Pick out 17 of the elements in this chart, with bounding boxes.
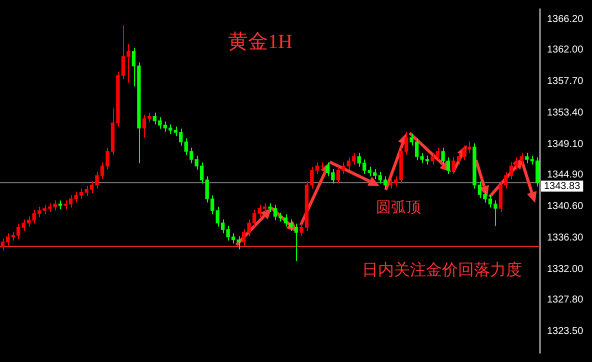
y-tick-label: 1336.30	[547, 232, 584, 244]
candlestick	[520, 152, 524, 166]
ref-line-label: 1343.83	[544, 180, 581, 192]
y-tick-label: 1332.00	[547, 264, 584, 275]
y-tick-label: 1344.90	[547, 170, 584, 181]
y-tick-label: 1323.50	[547, 326, 584, 337]
y-tick-label: 1357.70	[547, 76, 584, 88]
text: 黄金1H	[228, 30, 292, 55]
y-tick-label: 1362.00	[547, 44, 584, 56]
y-tick-label: 1340.60	[547, 200, 584, 212]
candlestick	[525, 152, 529, 164]
y-tick-label: 1349.10	[547, 138, 584, 150]
y-tick-label: 1327.80	[547, 294, 584, 306]
y-tick-label: 1353.40	[547, 107, 584, 118]
annotation: 圆弧顶	[376, 198, 421, 217]
annotation: 日内关注金价回落力度	[362, 260, 522, 281]
y-tick-label: 1366.20	[547, 14, 584, 25]
